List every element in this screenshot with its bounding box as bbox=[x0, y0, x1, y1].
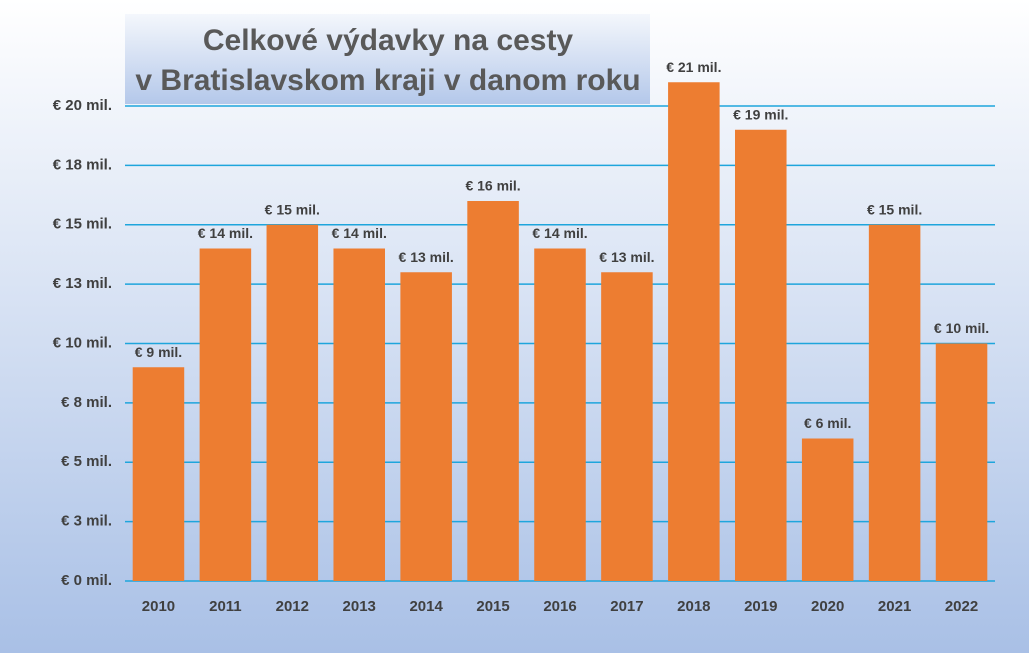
x-tick-label: 2015 bbox=[476, 598, 509, 615]
x-tick-label: 2012 bbox=[276, 598, 309, 615]
bar bbox=[601, 272, 653, 581]
bar bbox=[333, 248, 385, 581]
y-tick-label: € 8 mil. bbox=[61, 394, 112, 411]
y-tick-label: € 10 mil. bbox=[53, 334, 112, 351]
value-label: € 13 mil. bbox=[599, 249, 654, 265]
chart-title: v Bratislavskom kraji v danom roku bbox=[135, 64, 640, 97]
y-tick-label: € 18 mil. bbox=[53, 156, 112, 173]
bar bbox=[668, 82, 720, 581]
value-label: € 19 mil. bbox=[733, 106, 788, 122]
bar bbox=[132, 367, 185, 581]
value-label: € 14 mil. bbox=[332, 225, 387, 241]
value-label: € 10 mil. bbox=[934, 320, 989, 336]
y-tick-label: € 15 mil. bbox=[53, 216, 112, 233]
value-label: € 9 mil. bbox=[135, 344, 182, 360]
value-label: € 14 mil. bbox=[198, 225, 253, 241]
x-tick-label: 2013 bbox=[343, 598, 376, 615]
y-tick-label: € 0 mil. bbox=[61, 572, 112, 589]
value-label: € 16 mil. bbox=[465, 178, 520, 194]
x-tick-label: 2010 bbox=[142, 598, 175, 615]
value-label: € 6 mil. bbox=[804, 415, 851, 431]
y-tick-label: € 13 mil. bbox=[53, 275, 112, 292]
bar bbox=[735, 129, 787, 581]
bar bbox=[400, 272, 452, 581]
x-tick-label: 2019 bbox=[744, 598, 777, 615]
bar bbox=[935, 343, 988, 581]
y-tick-label: € 20 mil. bbox=[53, 97, 112, 114]
bar bbox=[266, 224, 319, 581]
x-tick-label: 2021 bbox=[878, 598, 911, 615]
x-tick-label: 2018 bbox=[677, 598, 710, 615]
bar bbox=[199, 248, 252, 581]
value-label: € 15 mil. bbox=[867, 201, 922, 217]
x-tick-label: 2011 bbox=[209, 598, 242, 615]
x-tick-label: 2022 bbox=[945, 598, 978, 615]
x-tick-label: 2020 bbox=[811, 598, 844, 615]
x-tick-label: 2014 bbox=[409, 598, 443, 615]
value-label: € 13 mil. bbox=[399, 249, 454, 265]
bar bbox=[534, 248, 586, 581]
bar bbox=[467, 201, 519, 581]
value-label: € 14 mil. bbox=[532, 225, 587, 241]
value-label: € 15 mil. bbox=[265, 201, 320, 217]
y-tick-label: € 3 mil. bbox=[61, 513, 112, 530]
bar bbox=[868, 224, 921, 581]
value-label: € 21 mil. bbox=[666, 59, 721, 75]
x-tick-label: 2017 bbox=[610, 598, 643, 615]
bar bbox=[801, 438, 854, 581]
y-tick-label: € 5 mil. bbox=[61, 453, 112, 470]
title-box bbox=[125, 14, 650, 104]
x-tick-label: 2016 bbox=[543, 598, 576, 615]
chart-title: Celkové výdavky na cesty bbox=[203, 24, 574, 57]
